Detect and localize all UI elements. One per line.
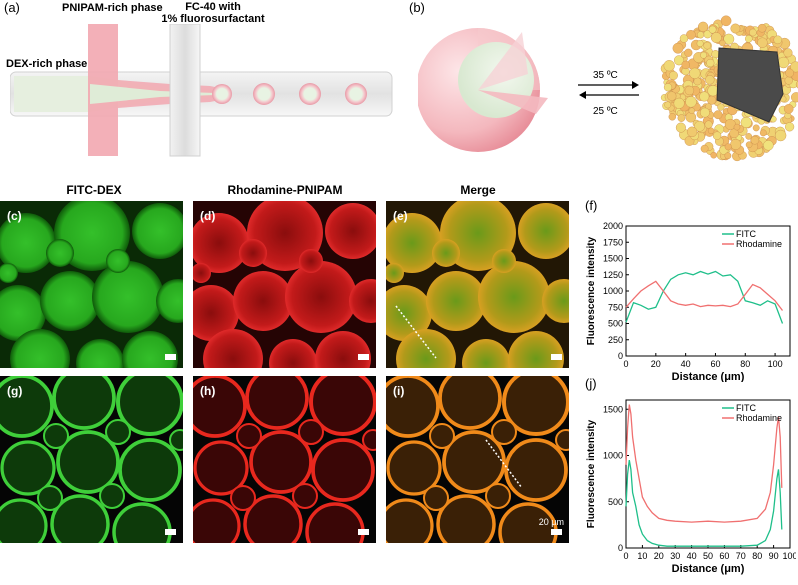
series-line-rhodamine	[625, 404, 783, 523]
tile-label-e: (e)	[393, 209, 408, 223]
micrograph-c: (c)	[0, 201, 183, 368]
y-tick-label: 500	[608, 319, 623, 329]
tile-label-d: (d)	[200, 209, 216, 223]
y-axis-label: Fluorescence intensity	[586, 419, 597, 528]
x-tick-label: 30	[670, 551, 680, 561]
chart-j: 0 10 20 30 40 50 60 70 80 90 100050010001500Distan…	[586, 399, 796, 575]
cool-temperature-label: 25 ºC	[593, 106, 618, 117]
series-line-fitc	[625, 459, 783, 547]
x-tick-label: 0	[623, 359, 628, 369]
y-tick-label: 1500	[603, 254, 623, 264]
series-line-fitc	[625, 270, 784, 324]
y-tick-label: 0	[618, 351, 623, 361]
scale-bar	[358, 354, 369, 360]
x-tick-label: 60	[719, 551, 729, 561]
y-tick-label: 1750	[603, 237, 623, 247]
fc40-channel	[169, 24, 201, 157]
x-tick-label: 20	[654, 551, 664, 561]
y-tick-label: 250	[608, 335, 623, 345]
tile-label-g: (g)	[7, 384, 23, 398]
y-tick-label: 500	[608, 497, 623, 507]
tile-label-c: (c)	[7, 209, 22, 223]
x-tick-label: 100	[782, 551, 796, 561]
droplet	[345, 83, 367, 105]
y-tick-label: 1000	[603, 286, 623, 296]
micrograph-e: (e)	[386, 201, 569, 368]
column-header-merge: Merge	[460, 183, 496, 197]
scale-bar-text: 20 μm	[538, 517, 564, 527]
x-tick-label: 20	[651, 359, 661, 369]
series-line-rhodamine	[625, 280, 784, 311]
legend-label: FITC	[736, 403, 756, 413]
scale-bar	[358, 529, 369, 535]
y-tick-label: 1000	[603, 451, 623, 461]
x-tick-label: 80	[752, 551, 762, 561]
x-tick-label: 40	[687, 551, 697, 561]
collapsed-microgel-sphere	[660, 15, 798, 162]
x-tick-label: 10	[637, 551, 647, 561]
microfluidic-device-diagram	[10, 24, 393, 157]
heat-temperature-label: 35 ºC	[593, 70, 618, 81]
y-axis-label: Fluorescence intensity	[586, 236, 597, 345]
panel-f-label: (f)	[585, 198, 598, 213]
x-tick-label: 50	[703, 551, 713, 561]
legend-label: FITC	[736, 229, 756, 239]
fc40-label: FC-40 with 1% fluorosurfactant	[158, 1, 268, 25]
microgel-transition-diagram	[418, 15, 798, 162]
x-tick-label: 90	[769, 551, 779, 561]
micrograph-g: (g)	[0, 376, 183, 543]
profile-line	[395, 305, 437, 359]
column-header-rhodamine: Rhodamine-PNIPAM	[227, 183, 343, 197]
panel-b-label: (b)	[409, 0, 425, 15]
panel-j-label: (j)	[585, 376, 597, 391]
y-tick-label: 1500	[603, 404, 623, 414]
fc40-label-line1: FC-40 with	[185, 1, 241, 13]
x-tick-label: 80	[740, 359, 750, 369]
pnipam-phase-label: PNIPAM-rich phase	[62, 2, 163, 14]
droplet	[299, 83, 321, 105]
scale-bar	[551, 354, 562, 360]
dex-phase-label: DEX-rich phase	[6, 58, 88, 70]
scale-bar	[551, 529, 562, 535]
profile-line	[485, 439, 523, 489]
x-axis-label: Distance (μm)	[672, 371, 745, 382]
legend-label: Rhodamine	[736, 413, 782, 423]
micrograph-i: (i) 20 μm	[386, 376, 569, 543]
x-tick-label: 60	[710, 359, 720, 369]
x-tick-label: 40	[681, 359, 691, 369]
micrograph-h: (h)	[193, 376, 376, 543]
column-header-fitc: FITC-DEX	[66, 183, 122, 197]
y-tick-label: 1250	[603, 270, 623, 280]
legend-label: Rhodamine	[736, 239, 782, 249]
droplet	[212, 84, 232, 104]
y-tick-label: 2000	[603, 221, 623, 231]
y-tick-label: 750	[608, 302, 623, 312]
micrograph-d: (d)	[193, 201, 376, 368]
panel-a-label: (a)	[4, 0, 20, 15]
scale-bar	[165, 529, 176, 535]
chart-f: 0 20 40 60 80 1000250500750100012501500175020…	[586, 221, 791, 382]
y-tick-label: 0	[618, 543, 623, 553]
scale-bar	[165, 354, 176, 360]
x-tick-label: 100	[768, 359, 783, 369]
tile-label-i: (i)	[393, 384, 405, 398]
tile-label-h: (h)	[200, 384, 216, 398]
x-axis-label: Distance (μm)	[672, 563, 745, 575]
x-tick-label: 70	[736, 551, 746, 561]
fc40-label-line2: 1% fluorosurfactant	[161, 13, 265, 25]
x-tick-label: 0	[623, 551, 628, 561]
droplet	[253, 83, 275, 105]
